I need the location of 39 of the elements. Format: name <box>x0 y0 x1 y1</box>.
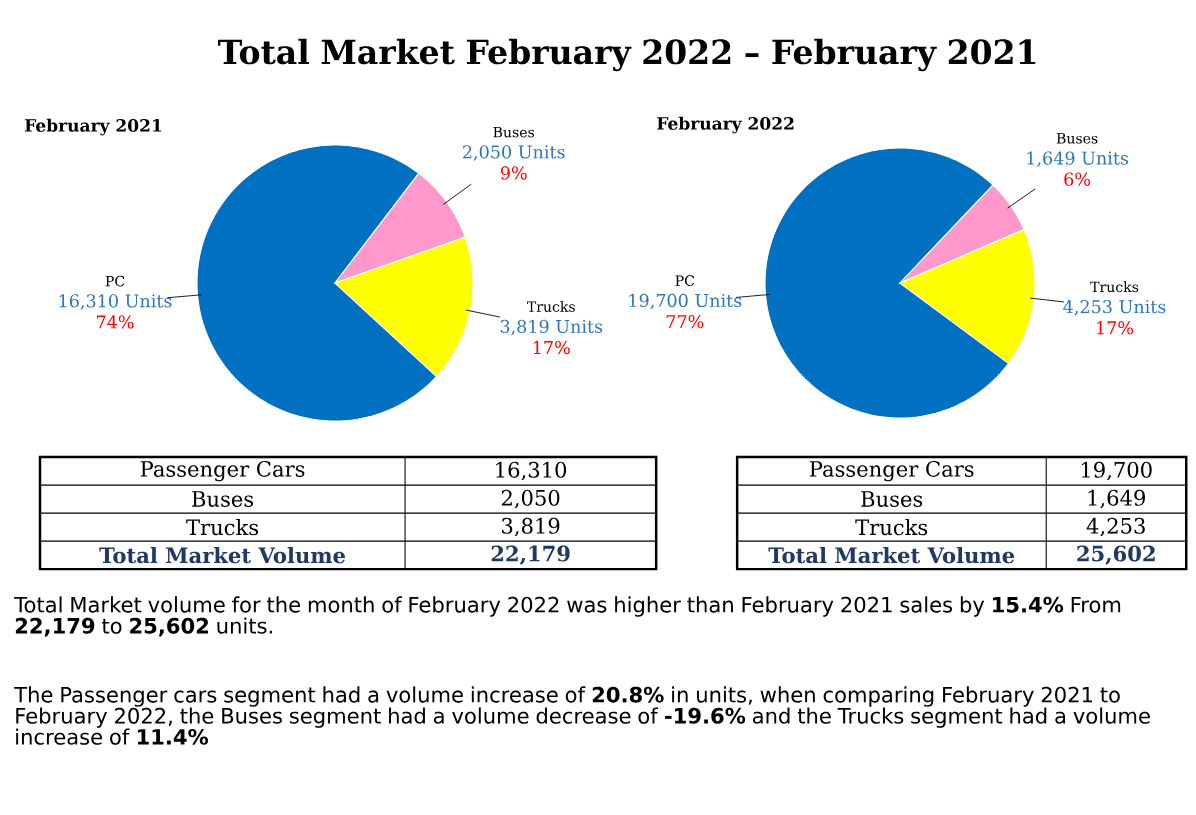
slice-label: Buses <box>493 126 535 138</box>
text: 3,819 <box>502 517 560 537</box>
text: 25,602 <box>1077 545 1155 565</box>
text: 17% <box>533 340 570 355</box>
text: 4,253 <box>1086 517 1145 537</box>
data-label: 2,050 Units <box>463 145 565 161</box>
text: 19,700 <box>1081 461 1152 481</box>
chart-title: February 2022 <box>657 116 794 134</box>
text: Trucks <box>186 518 259 536</box>
text: 77% <box>666 314 704 329</box>
text: The Passenger cars segment had a volume increase of 20.8% in units, when comparing February 2021 to February 2022, the Buses segment had a volume decrease of -19.6% and the Trucks segment had a volume increase of 11.4% <box>14 686 1150 745</box>
text: 74% <box>96 315 134 329</box>
data-label: 4,253 Units <box>1063 300 1166 316</box>
chart-title: February 2021 <box>25 118 162 136</box>
text: Buses <box>861 491 923 507</box>
data-label: 3,819 Units <box>500 319 603 336</box>
text: 1,649 <box>1088 489 1145 509</box>
data-label: 1,649 Units <box>1027 151 1129 167</box>
text: Trucks <box>855 518 928 536</box>
slice-label: PC <box>105 275 125 287</box>
text: Buses <box>192 491 254 507</box>
text: Total Market volume for the month of February 2022 was higher than February 2021 sales by 15.4% From 22,179 to 25,602 units. <box>14 596 1121 637</box>
text: 2,050 <box>501 489 560 509</box>
text: 9% <box>500 166 527 180</box>
text: 22,179 <box>491 545 570 565</box>
text: Total Market Volume <box>99 546 346 564</box>
text: Passenger Cars <box>140 460 305 482</box>
text: Total Market Volume <box>768 546 1015 564</box>
text: Passenger Cars <box>809 460 974 482</box>
slice-label: Buses <box>1056 133 1098 144</box>
text: 16,310 <box>496 461 567 481</box>
text: 17% <box>1097 321 1134 335</box>
slice-label: Trucks <box>1090 281 1139 293</box>
slice-label: PC <box>675 275 695 286</box>
slice-label: Trucks <box>527 301 575 312</box>
text: 6% <box>1064 172 1091 186</box>
data-label: 16,310 Units <box>59 294 172 310</box>
text: Total Market February 2022 – February 2021 <box>218 38 1036 72</box>
data-label: 19,700 Units <box>629 293 742 310</box>
